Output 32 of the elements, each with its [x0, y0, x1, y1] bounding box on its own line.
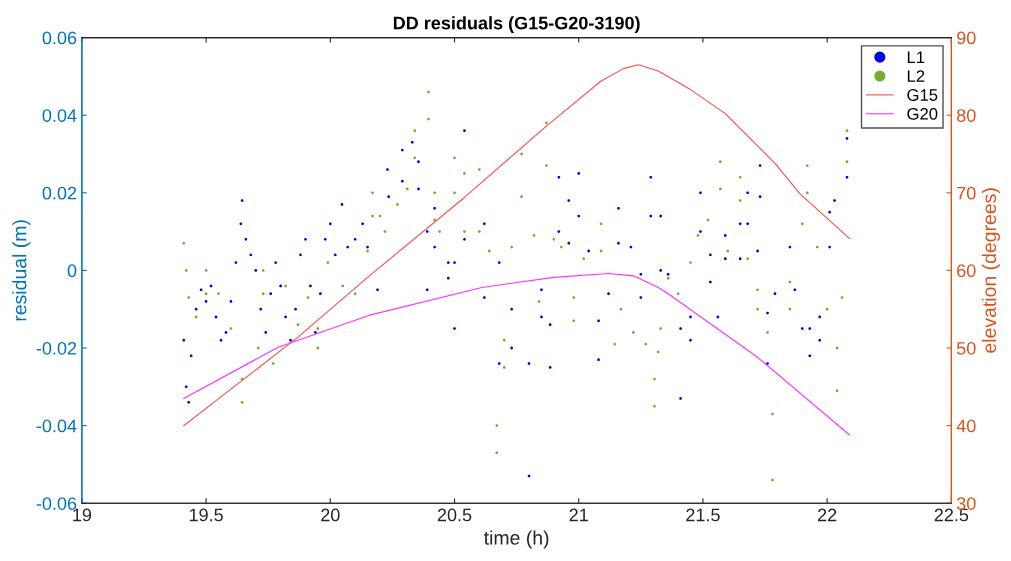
legend-label: L1 — [907, 51, 925, 63]
y2-axis-title: elevation (degrees) — [981, 188, 1000, 353]
y-tick-label: -0.06 — [36, 497, 77, 510]
x-tick-label: 22 — [818, 508, 837, 522]
y-tick-label: 0 — [67, 264, 77, 278]
x-tick-label: 21.5 — [686, 508, 720, 522]
legend-label: G15 — [907, 89, 938, 101]
chart-title: DD residuals (G15-G20-3190) — [393, 16, 640, 33]
line-series — [183, 64, 851, 427]
y2-tick-label: 40 — [956, 419, 976, 433]
x-tick-label: 20 — [321, 508, 340, 522]
x-tick-label: 21 — [569, 508, 588, 522]
x-tick-label: 20.5 — [437, 508, 472, 522]
y-tick-label: 0.04 — [42, 109, 77, 122]
x-tick-label: 22.5 — [934, 508, 969, 522]
y-tick-label: 0.02 — [42, 186, 77, 200]
y2-tick-label: 90 — [957, 31, 976, 45]
y2-tick-label: 70 — [957, 186, 976, 200]
y-tick-label: 0.06 — [42, 31, 77, 45]
line-series — [183, 272, 851, 436]
y2-tick-label: 60 — [957, 264, 976, 278]
y-tick-label: -0.04 — [36, 419, 77, 433]
x-tick-label: 19 — [73, 508, 92, 522]
x-axis-title: time (h) — [483, 530, 549, 549]
y2-tick-label: 50 — [956, 341, 976, 355]
legend-label: G20 — [907, 107, 938, 120]
y-axis-title: residual (m) — [12, 220, 31, 321]
x-tick-label: 19.5 — [189, 508, 223, 522]
legend-label: L2 — [907, 70, 925, 82]
y2-tick-label: 80 — [957, 109, 976, 122]
y2-tick-label: 30 — [956, 497, 976, 510]
y-tick-label: -0.02 — [36, 341, 77, 355]
